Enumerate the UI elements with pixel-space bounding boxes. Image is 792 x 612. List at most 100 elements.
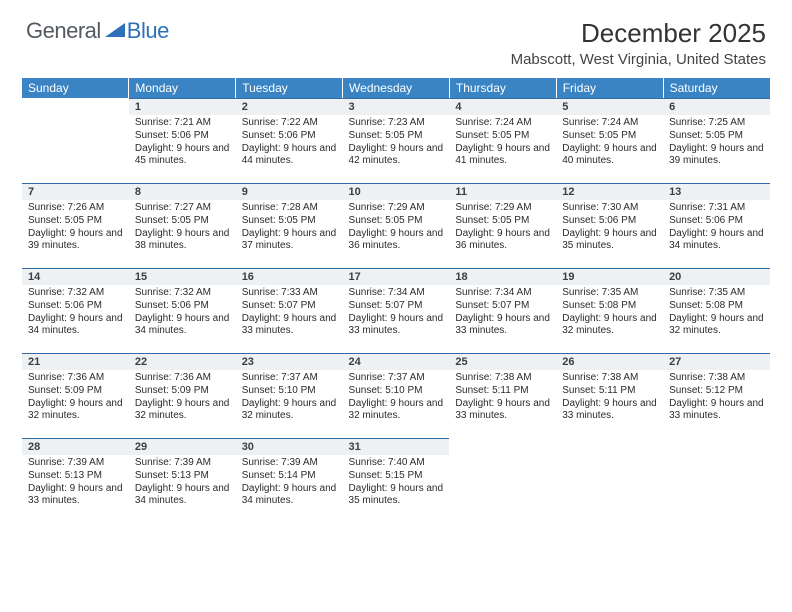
daylight-line: Daylight: 9 hours and 37 minutes. bbox=[242, 228, 337, 254]
sunrise-line: Sunrise: 7:38 AM bbox=[562, 372, 657, 385]
sunrise-line: Sunrise: 7:35 AM bbox=[669, 287, 764, 300]
weekday-header: Friday bbox=[556, 78, 663, 98]
page-title: December 2025 bbox=[511, 18, 766, 49]
calendar-day-cell: 29Sunrise: 7:39 AMSunset: 5:13 PMDayligh… bbox=[129, 438, 236, 523]
sunset-line: Sunset: 5:06 PM bbox=[135, 300, 230, 313]
day-number: 29 bbox=[129, 438, 236, 455]
sunrise-line: Sunrise: 7:39 AM bbox=[28, 457, 123, 470]
calendar-day-cell: 16Sunrise: 7:33 AMSunset: 5:07 PMDayligh… bbox=[236, 268, 343, 353]
day-details: Sunrise: 7:23 AMSunset: 5:05 PMDaylight:… bbox=[343, 115, 450, 172]
weekday-header: Sunday bbox=[22, 78, 129, 98]
calendar-day-cell: 20Sunrise: 7:35 AMSunset: 5:08 PMDayligh… bbox=[663, 268, 770, 353]
calendar-day-cell: 13Sunrise: 7:31 AMSunset: 5:06 PMDayligh… bbox=[663, 183, 770, 268]
sunset-line: Sunset: 5:14 PM bbox=[242, 470, 337, 483]
sunset-line: Sunset: 5:11 PM bbox=[562, 385, 657, 398]
day-number: 6 bbox=[663, 98, 770, 115]
sunset-line: Sunset: 5:06 PM bbox=[562, 215, 657, 228]
sunset-line: Sunset: 5:05 PM bbox=[562, 130, 657, 143]
daylight-line: Daylight: 9 hours and 42 minutes. bbox=[349, 143, 444, 169]
day-details: Sunrise: 7:36 AMSunset: 5:09 PMDaylight:… bbox=[129, 370, 236, 427]
sunset-line: Sunset: 5:07 PM bbox=[455, 300, 550, 313]
calendar-day-cell: 30Sunrise: 7:39 AMSunset: 5:14 PMDayligh… bbox=[236, 438, 343, 523]
sunset-line: Sunset: 5:05 PM bbox=[28, 215, 123, 228]
sunset-line: Sunset: 5:15 PM bbox=[349, 470, 444, 483]
sunset-line: Sunset: 5:11 PM bbox=[455, 385, 550, 398]
calendar-day-cell: 1Sunrise: 7:21 AMSunset: 5:06 PMDaylight… bbox=[129, 98, 236, 183]
sunset-line: Sunset: 5:13 PM bbox=[28, 470, 123, 483]
sunset-line: Sunset: 5:05 PM bbox=[349, 130, 444, 143]
sunset-line: Sunset: 5:07 PM bbox=[349, 300, 444, 313]
weekday-header: Saturday bbox=[663, 78, 770, 98]
day-number: 8 bbox=[129, 183, 236, 200]
calendar-day-cell: 17Sunrise: 7:34 AMSunset: 5:07 PMDayligh… bbox=[343, 268, 450, 353]
daylight-line: Daylight: 9 hours and 35 minutes. bbox=[562, 228, 657, 254]
day-number: 11 bbox=[449, 183, 556, 200]
calendar-day-cell: 27Sunrise: 7:38 AMSunset: 5:12 PMDayligh… bbox=[663, 353, 770, 438]
calendar-day-cell: 31 Sunrise: 7:40 AMSunset: 5:15 PMDayligh… bbox=[343, 438, 450, 523]
calendar-day-cell: 18Sunrise: 7:34 AMSunset: 5:07 PMDayligh… bbox=[449, 268, 556, 353]
calendar-day-cell: 15Sunrise: 7:32 AMSunset: 5:06 PMDayligh… bbox=[129, 268, 236, 353]
daylight-line: Daylight: 9 hours and 32 minutes. bbox=[242, 398, 337, 424]
calendar-day-cell: 8Sunrise: 7:27 AMSunset: 5:05 PMDaylight… bbox=[129, 183, 236, 268]
sunset-line: Sunset: 5:09 PM bbox=[135, 385, 230, 398]
day-number: 24 bbox=[343, 353, 450, 370]
day-details: Sunrise: 7:34 AMSunset: 5:07 PMDaylight:… bbox=[449, 285, 556, 342]
daylight-line: Daylight: 9 hours and 41 minutes. bbox=[455, 143, 550, 169]
weekday-header: Monday bbox=[129, 78, 236, 98]
day-details: Sunrise: 7:39 AMSunset: 5:13 PMDaylight:… bbox=[22, 455, 129, 512]
sunset-line: Sunset: 5:05 PM bbox=[669, 130, 764, 143]
sunset-line: Sunset: 5:10 PM bbox=[349, 385, 444, 398]
daylight-line: Daylight: 9 hours and 35 minutes. bbox=[349, 483, 444, 509]
logo-triangle-icon bbox=[105, 21, 125, 42]
day-number: 31 bbox=[343, 438, 450, 455]
daylight-line: Daylight: 9 hours and 39 minutes. bbox=[28, 228, 123, 254]
sunset-line: Sunset: 5:10 PM bbox=[242, 385, 337, 398]
sunrise-line: Sunrise: 7:39 AM bbox=[135, 457, 230, 470]
day-number: 2 bbox=[236, 98, 343, 115]
day-number: 16 bbox=[236, 268, 343, 285]
sunrise-line: Sunrise: 7:35 AM bbox=[562, 287, 657, 300]
day-number: 22 bbox=[129, 353, 236, 370]
sunrise-line: Sunrise: 7:24 AM bbox=[562, 117, 657, 130]
calendar-day-cell: 5Sunrise: 7:24 AMSunset: 5:05 PMDaylight… bbox=[556, 98, 663, 183]
sunrise-line: Sunrise: 7:25 AM bbox=[669, 117, 764, 130]
sunset-line: Sunset: 5:13 PM bbox=[135, 470, 230, 483]
sunrise-line: Sunrise: 7:31 AM bbox=[669, 202, 764, 215]
calendar-day-cell bbox=[22, 98, 129, 183]
day-number: 13 bbox=[663, 183, 770, 200]
sunrise-line: Sunrise: 7:21 AM bbox=[135, 117, 230, 130]
daylight-line: Daylight: 9 hours and 36 minutes. bbox=[349, 228, 444, 254]
day-details: Sunrise: 7:26 AMSunset: 5:05 PMDaylight:… bbox=[22, 200, 129, 257]
daylight-line: Daylight: 9 hours and 33 minutes. bbox=[562, 398, 657, 424]
sunrise-line: Sunrise: 7:27 AM bbox=[135, 202, 230, 215]
daylight-line: Daylight: 9 hours and 32 minutes. bbox=[135, 398, 230, 424]
calendar-day-cell: 25Sunrise: 7:38 AMSunset: 5:11 PMDayligh… bbox=[449, 353, 556, 438]
calendar-day-cell: 21Sunrise: 7:36 AMSunset: 5:09 PMDayligh… bbox=[22, 353, 129, 438]
calendar-day-cell: 28Sunrise: 7:39 AMSunset: 5:13 PMDayligh… bbox=[22, 438, 129, 523]
day-number: 19 bbox=[556, 268, 663, 285]
day-details: Sunrise: 7:38 AMSunset: 5:12 PMDaylight:… bbox=[663, 370, 770, 427]
calendar-day-cell: 4Sunrise: 7:24 AMSunset: 5:05 PMDaylight… bbox=[449, 98, 556, 183]
daylight-line: Daylight: 9 hours and 33 minutes. bbox=[349, 313, 444, 339]
day-number: 12 bbox=[556, 183, 663, 200]
day-details: Sunrise: 7:27 AMSunset: 5:05 PMDaylight:… bbox=[129, 200, 236, 257]
daylight-line: Daylight: 9 hours and 33 minutes. bbox=[669, 398, 764, 424]
sunrise-line: Sunrise: 7:34 AM bbox=[455, 287, 550, 300]
day-details: Sunrise: 7:32 AMSunset: 5:06 PMDaylight:… bbox=[22, 285, 129, 342]
day-details: Sunrise: 7:22 AMSunset: 5:06 PMDaylight:… bbox=[236, 115, 343, 172]
calendar-day-cell: 12Sunrise: 7:30 AMSunset: 5:06 PMDayligh… bbox=[556, 183, 663, 268]
sunset-line: Sunset: 5:07 PM bbox=[242, 300, 337, 313]
sunrise-line: Sunrise: 7:37 AM bbox=[349, 372, 444, 385]
day-details: Sunrise: 7:39 AMSunset: 5:14 PMDaylight:… bbox=[236, 455, 343, 512]
sunrise-line: Sunrise: 7:29 AM bbox=[455, 202, 550, 215]
sunrise-line: Sunrise: 7:23 AM bbox=[349, 117, 444, 130]
day-details: Sunrise: 7:29 AMSunset: 5:05 PMDaylight:… bbox=[343, 200, 450, 257]
sunrise-line: Sunrise: 7:38 AM bbox=[455, 372, 550, 385]
weekday-header: Thursday bbox=[449, 78, 556, 98]
day-details: Sunrise: 7:24 AMSunset: 5:05 PMDaylight:… bbox=[556, 115, 663, 172]
day-number: 23 bbox=[236, 353, 343, 370]
daylight-line: Daylight: 9 hours and 34 minutes. bbox=[242, 483, 337, 509]
day-number: 4 bbox=[449, 98, 556, 115]
sunrise-line: Sunrise: 7:40 AM bbox=[349, 457, 444, 470]
sunset-line: Sunset: 5:06 PM bbox=[242, 130, 337, 143]
